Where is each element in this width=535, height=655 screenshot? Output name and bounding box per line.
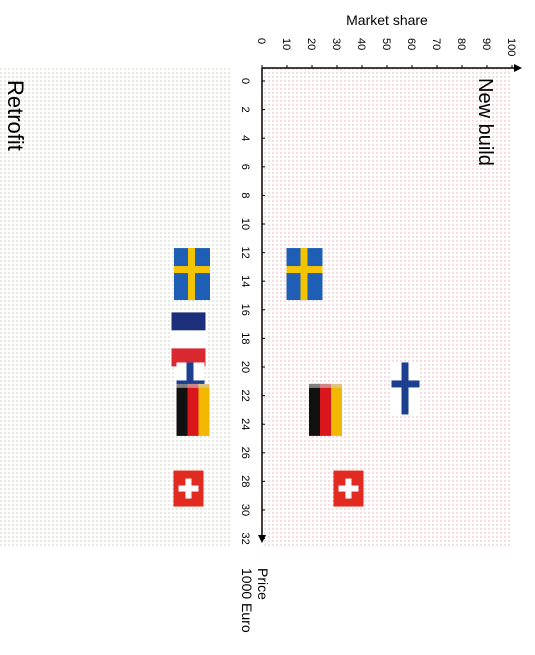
retrofit-panel [0, 68, 232, 546]
y-axis-label: Market share [346, 12, 428, 28]
germany-flag [309, 383, 342, 436]
switzerland-flag [333, 470, 364, 507]
price-tick-label: 4 [239, 135, 251, 141]
price-tick-label: 30 [239, 504, 251, 516]
france-flag [171, 312, 206, 367]
price-tick-label: 28 [239, 475, 251, 487]
axes [258, 64, 522, 543]
x-axis-label-line2: 1000 Euro [239, 568, 255, 633]
sweden-flag [174, 248, 210, 301]
share-tick-label: 70 [430, 38, 442, 50]
price-tick-label: 12 [239, 246, 251, 258]
price-tick-label: 22 [239, 389, 251, 401]
share-tick-label: 10 [280, 38, 292, 50]
new-build-panel [262, 68, 512, 546]
tick-labels: 0 10 20 30 40 50 60 70 80 90 100024681012141618202… [239, 38, 517, 545]
price-tick-label: 16 [239, 304, 251, 316]
price-tick-label: 8 [239, 192, 251, 198]
share-tick-label: 80 [455, 38, 467, 50]
retrofit-label: Retrofit [3, 80, 28, 151]
germany-flag [176, 383, 210, 436]
price-tick-label: 20 [239, 361, 251, 373]
share-tick-label: 100 [505, 38, 517, 56]
share-tick-label: 30 [330, 38, 342, 50]
x-axis-label-line1: Price [255, 568, 271, 600]
share-tick-label: 0 [255, 38, 267, 44]
price-tick-label: 14 [239, 275, 251, 287]
price-tick-label: 26 [239, 447, 251, 459]
price-tick-label: 6 [239, 164, 251, 170]
price-tick-label: 2 [239, 107, 251, 113]
share-tick-label: 20 [305, 38, 317, 50]
sweden-flag [286, 248, 323, 301]
flag-markers [171, 248, 420, 507]
share-tick-label: 60 [405, 38, 417, 50]
share-tick-label: 90 [480, 38, 492, 50]
new-build-label: New build [474, 78, 496, 166]
price-tick-label: 10 [239, 218, 251, 230]
price-tick-label: 32 [239, 532, 251, 544]
price-tick-label: 18 [239, 332, 251, 344]
price-tick-label: 0 [239, 78, 251, 84]
share-tick-label: 50 [380, 38, 392, 50]
switzerland-flag [173, 470, 204, 507]
finland-flag [391, 362, 420, 415]
share-tick-label: 40 [355, 38, 367, 50]
price-tick-label: 24 [239, 418, 251, 430]
axis-arrow-right [514, 64, 522, 72]
